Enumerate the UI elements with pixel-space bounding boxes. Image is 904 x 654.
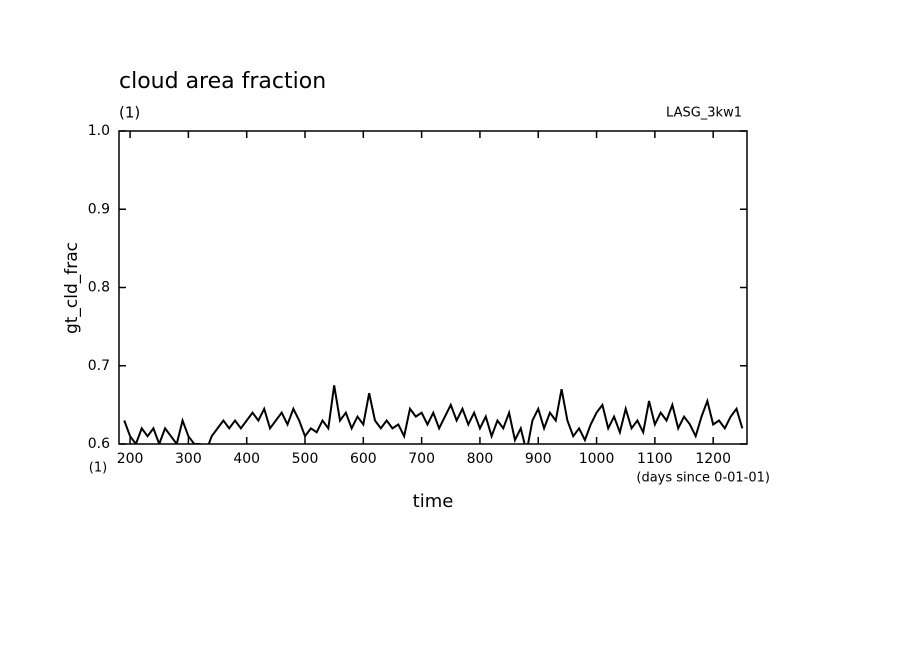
data-line bbox=[123, 385, 744, 444]
x-unit: (days since 0-01-01) bbox=[636, 471, 770, 486]
y-tick-label: 0.9 bbox=[88, 201, 110, 217]
y-unit: (1) bbox=[89, 461, 107, 476]
subtitle: (1) bbox=[119, 104, 140, 122]
x-tick-label: 200 bbox=[117, 451, 144, 467]
x-tick-label: 700 bbox=[408, 451, 435, 467]
y-axis-label: gt_cld_frac bbox=[62, 242, 82, 334]
chart-title: cloud area fraction bbox=[119, 69, 326, 94]
x-tick-label: 1100 bbox=[637, 451, 673, 467]
x-tick-label: 1200 bbox=[695, 451, 731, 467]
y-tick-label: 0.7 bbox=[88, 358, 110, 374]
y-tick-label: 0.8 bbox=[88, 280, 110, 296]
x-axis-label: time bbox=[413, 491, 454, 512]
x-tick-label: 400 bbox=[233, 451, 260, 467]
x-tick-label: 800 bbox=[467, 451, 494, 467]
x-tick-label: 900 bbox=[525, 451, 552, 467]
plot-frame bbox=[118, 130, 748, 445]
x-tick-label: 600 bbox=[350, 451, 377, 467]
x-tick-label: 300 bbox=[175, 451, 202, 467]
x-tick-label: 1000 bbox=[579, 451, 615, 467]
y-tick-label: 0.6 bbox=[88, 436, 110, 452]
label-right: LASG_3kw1 bbox=[666, 106, 742, 121]
y-tick-label: 1.0 bbox=[88, 123, 110, 139]
x-tick-label: 500 bbox=[292, 451, 319, 467]
